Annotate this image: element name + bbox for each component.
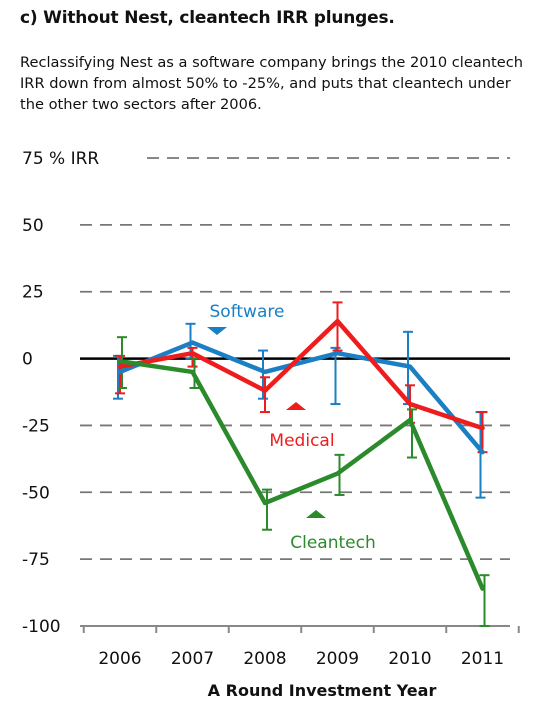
- x-tick-label: 2006: [98, 649, 141, 669]
- series-line: [117, 358, 485, 591]
- x-tick-label: 2010: [388, 649, 431, 669]
- x-tick-label: 2011: [461, 649, 504, 669]
- series-label: Medical: [269, 431, 334, 451]
- x-axis-label: A Round Investment Year: [208, 681, 437, 700]
- x-tick-label: 2009: [316, 649, 359, 669]
- series-label: Software: [210, 302, 285, 322]
- series-marker-icon: [306, 510, 326, 518]
- y-tick-label: -50: [22, 483, 50, 503]
- y-tick-label: -25: [22, 416, 50, 436]
- y-tick-label: -100: [22, 617, 61, 637]
- series-marker-icon: [286, 402, 306, 410]
- y-tick-label: 50: [22, 216, 44, 236]
- series-marker-icon: [207, 327, 227, 335]
- y-tick-label: 75 % IRR: [22, 149, 99, 169]
- x-tick-label: 2007: [171, 649, 214, 669]
- x-tick-label: 2008: [243, 649, 286, 669]
- y-tick-label: -75: [22, 550, 50, 570]
- series-line: [117, 318, 485, 431]
- chart-title: c) Without Nest, cleantech IRR plunges.: [20, 8, 395, 28]
- series-line: [117, 340, 485, 455]
- chart-subtitle: Reclassifying Nest as a software company…: [20, 54, 523, 113]
- series-label: Cleantech: [290, 533, 376, 553]
- y-tick-label: 25: [22, 283, 44, 303]
- y-tick-label: 0: [22, 350, 33, 370]
